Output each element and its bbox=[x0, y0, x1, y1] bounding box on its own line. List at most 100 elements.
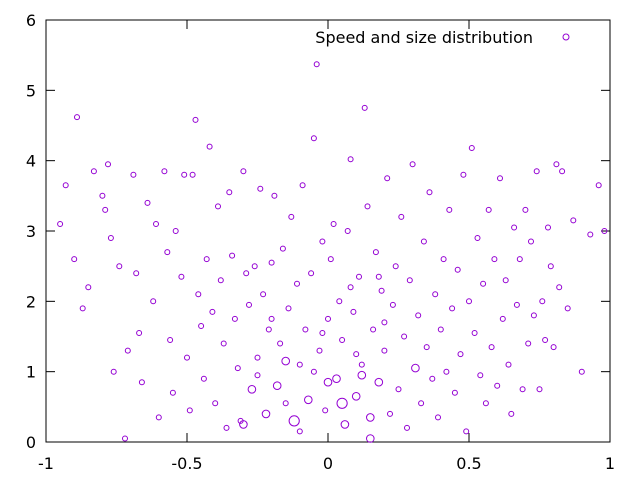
data-point bbox=[231, 315, 238, 322]
x-axis: -1 -0.5 0 0.5 1 bbox=[38, 20, 615, 473]
y-tick-label: 2 bbox=[26, 292, 36, 311]
data-point bbox=[107, 235, 114, 241]
data-point bbox=[217, 277, 224, 284]
data-point bbox=[528, 238, 534, 245]
data-point bbox=[212, 400, 219, 407]
data-point bbox=[240, 168, 247, 175]
data-point bbox=[260, 291, 267, 298]
data-point bbox=[429, 375, 436, 382]
data-point bbox=[181, 171, 188, 178]
data-point bbox=[74, 114, 80, 121]
data-point bbox=[372, 249, 379, 256]
data-point bbox=[443, 368, 450, 375]
data-point bbox=[319, 330, 326, 336]
data-point bbox=[254, 354, 261, 361]
data-point bbox=[313, 61, 320, 68]
data-point bbox=[246, 301, 252, 308]
data-point bbox=[587, 231, 594, 238]
x-tick-label: 0.5 bbox=[456, 454, 481, 473]
data-point bbox=[186, 407, 193, 414]
data-point bbox=[463, 428, 470, 435]
data-point bbox=[451, 389, 458, 396]
data-point bbox=[277, 340, 284, 347]
data-point bbox=[542, 337, 549, 343]
data-point bbox=[361, 104, 368, 111]
data-point bbox=[477, 372, 484, 379]
data-point bbox=[325, 315, 331, 322]
data-point bbox=[124, 347, 131, 354]
data-point bbox=[198, 323, 205, 329]
data-point bbox=[234, 365, 241, 372]
data-point bbox=[316, 347, 323, 354]
data-point bbox=[323, 377, 333, 387]
data-point bbox=[437, 326, 444, 333]
data-point bbox=[195, 291, 202, 298]
data-point bbox=[110, 368, 117, 375]
data-point bbox=[366, 413, 375, 422]
data-point bbox=[336, 298, 343, 305]
y-tick-label: 5 bbox=[26, 81, 36, 100]
data-point bbox=[272, 381, 282, 391]
data-point bbox=[239, 420, 248, 429]
data-point bbox=[482, 400, 489, 407]
data-point bbox=[508, 410, 515, 417]
data-point bbox=[336, 397, 348, 409]
data-point bbox=[595, 182, 602, 189]
data-point bbox=[254, 372, 261, 379]
data-point bbox=[494, 382, 501, 389]
data-point bbox=[389, 301, 396, 308]
data-point bbox=[536, 386, 543, 393]
data-point bbox=[116, 263, 123, 270]
data-point bbox=[384, 175, 391, 182]
data-point bbox=[344, 228, 351, 234]
data-point bbox=[167, 337, 174, 343]
data-point bbox=[261, 409, 271, 419]
data-point bbox=[497, 175, 503, 182]
data-point bbox=[358, 361, 365, 368]
data-point bbox=[533, 168, 540, 175]
data-point bbox=[471, 330, 478, 336]
data-point bbox=[220, 340, 227, 347]
data-point bbox=[133, 270, 140, 277]
data-point bbox=[559, 168, 566, 175]
data-point bbox=[122, 435, 128, 442]
y-tick-label: 1 bbox=[26, 363, 36, 382]
data-point bbox=[505, 361, 512, 368]
data-point bbox=[79, 305, 86, 312]
data-point bbox=[203, 256, 210, 263]
data-point bbox=[401, 333, 408, 340]
data-point bbox=[415, 312, 422, 319]
data-point bbox=[468, 145, 475, 151]
data-point bbox=[310, 135, 317, 142]
data-point bbox=[375, 273, 382, 280]
data-point bbox=[370, 326, 377, 333]
data-point bbox=[454, 266, 461, 273]
data-point bbox=[435, 414, 441, 421]
data-point bbox=[144, 199, 151, 206]
data-point bbox=[491, 256, 498, 263]
data-point bbox=[136, 330, 143, 336]
data-point bbox=[308, 270, 315, 277]
data-point bbox=[332, 374, 341, 384]
data-point bbox=[247, 385, 257, 394]
data-point bbox=[387, 410, 393, 417]
data-point bbox=[550, 344, 557, 351]
data-point bbox=[281, 356, 291, 366]
data-point bbox=[525, 340, 532, 347]
data-point bbox=[357, 370, 367, 380]
data-point bbox=[392, 263, 399, 270]
x-tick-label: 1 bbox=[605, 454, 615, 473]
data-point bbox=[319, 238, 326, 245]
data-point bbox=[513, 301, 520, 308]
data-point bbox=[288, 415, 300, 427]
data-point bbox=[350, 308, 357, 315]
data-point bbox=[130, 171, 137, 178]
data-point bbox=[564, 305, 571, 312]
data-point bbox=[243, 270, 250, 277]
data-point bbox=[404, 424, 410, 431]
data-point bbox=[411, 363, 420, 373]
data-point bbox=[539, 298, 546, 305]
data-point bbox=[347, 156, 354, 163]
data-point bbox=[409, 161, 416, 168]
